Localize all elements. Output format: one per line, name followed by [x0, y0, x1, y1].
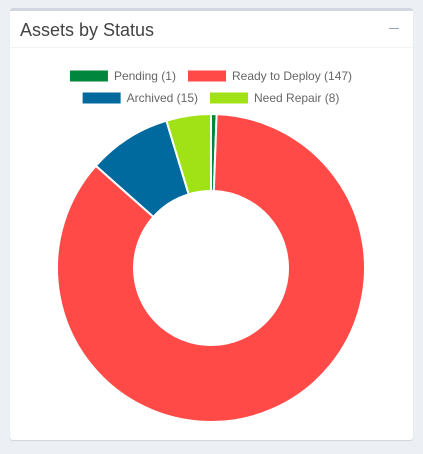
- donut-slice-1[interactable]: [56, 113, 366, 423]
- legend-swatch-1[interactable]: [187, 70, 226, 82]
- chart-legend: Pending (1) Ready to Deploy (147) Archived…: [69, 69, 352, 105]
- legend-swatch-0[interactable]: [69, 70, 108, 82]
- legend-swatch-3[interactable]: [210, 92, 248, 104]
- panel-title: Assets by Status: [20, 20, 155, 40]
- donut-slice-3[interactable]: [165, 112, 212, 196]
- legend-label-2[interactable]: Archived (15): [127, 91, 198, 105]
- donut-slices: [56, 112, 366, 423]
- panel-header: Assets by Status: [10, 11, 413, 48]
- minus-icon: [389, 27, 399, 29]
- legend-label-0[interactable]: Pending (1): [114, 69, 176, 83]
- legend-label-1[interactable]: Ready to Deploy (147): [232, 69, 352, 83]
- legend-label-3[interactable]: Need Repair (8): [254, 91, 339, 105]
- collapse-button[interactable]: [383, 17, 405, 39]
- legend-swatch-2[interactable]: [82, 92, 121, 104]
